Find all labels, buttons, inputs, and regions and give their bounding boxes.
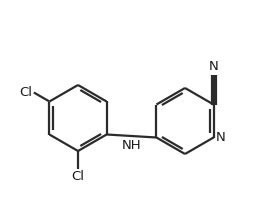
Text: Cl: Cl — [19, 86, 32, 99]
Text: N: N — [215, 131, 225, 144]
Text: Cl: Cl — [71, 170, 84, 183]
Text: NH: NH — [122, 139, 141, 152]
Text: N: N — [209, 59, 218, 72]
